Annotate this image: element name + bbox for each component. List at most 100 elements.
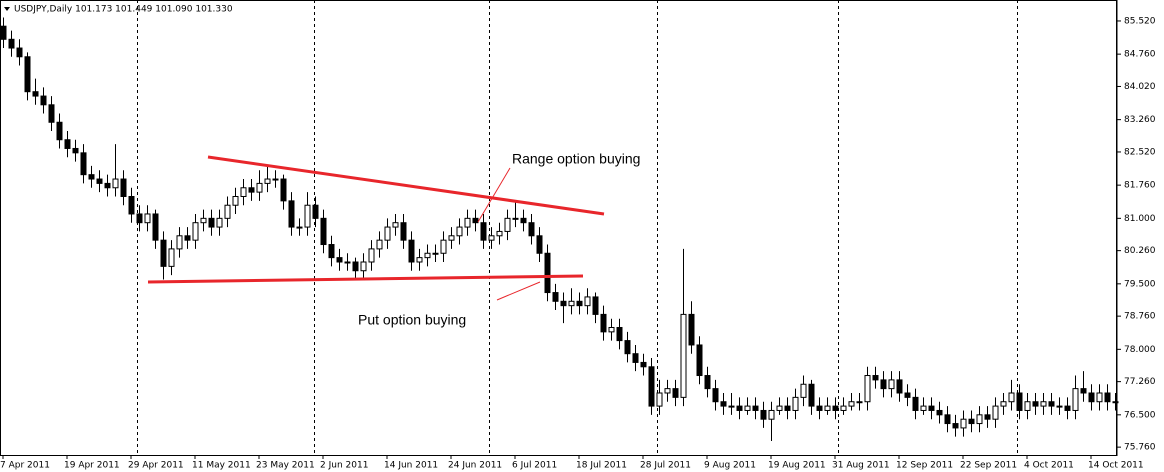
candle-body <box>296 226 303 229</box>
candle-body <box>344 261 351 264</box>
candle-body <box>1072 388 1079 411</box>
y-tick-label: 82.520 <box>1124 147 1156 157</box>
candle-body <box>528 222 535 237</box>
candle-body <box>608 326 615 333</box>
candle-body <box>584 296 591 307</box>
candle-body <box>1016 392 1023 411</box>
candle-body <box>920 405 927 411</box>
candle-body <box>1000 401 1007 407</box>
x-tick-label: 9 Aug 2011 <box>704 461 756 471</box>
y-tick-label: 78.760 <box>1124 312 1156 322</box>
candle-body <box>856 401 863 404</box>
candle-body <box>280 178 287 202</box>
candle-body <box>472 217 479 224</box>
candle-body <box>112 178 119 189</box>
candle-body <box>488 235 495 241</box>
candle-body <box>336 257 343 263</box>
candle-body <box>784 405 791 411</box>
candle-body <box>16 47 23 58</box>
candle-body <box>1080 388 1087 394</box>
candle-body <box>568 300 575 307</box>
candle-body <box>384 226 391 241</box>
candle-body <box>272 178 279 181</box>
candle-body <box>312 204 319 219</box>
candle-body <box>32 91 39 97</box>
candle-body <box>416 257 423 263</box>
candle-body <box>752 405 759 411</box>
candle-body <box>0 25 7 40</box>
candle-body <box>592 296 599 315</box>
candle-body <box>736 405 743 411</box>
candle-body <box>552 292 559 302</box>
candle-body <box>480 222 487 241</box>
candle-body <box>792 396 799 411</box>
candle-body <box>896 379 903 394</box>
candle-body <box>1032 401 1039 407</box>
candle-body <box>304 204 311 228</box>
candle-body <box>464 217 471 228</box>
candle-body <box>432 252 439 255</box>
candle-body <box>184 235 191 241</box>
y-tick-label: 84.020 <box>1124 82 1156 92</box>
y-tick-label: 85.520 <box>1124 16 1156 26</box>
candle-body <box>456 226 463 237</box>
candle-body <box>136 213 143 224</box>
candle-body <box>560 300 567 307</box>
y-tick-label: 81.760 <box>1124 181 1156 191</box>
candle-body <box>1008 392 1015 403</box>
x-tick-label: 18 Jul 2011 <box>576 461 627 471</box>
candle-body <box>1048 401 1055 407</box>
candle-body <box>248 187 255 193</box>
annotation: Range option buying <box>512 151 640 167</box>
candle-body <box>160 239 167 267</box>
y-tick-label: 77.260 <box>1124 377 1156 387</box>
x-tick-label: 7 Apr 2011 <box>0 461 50 471</box>
x-tick-label: 12 Sep 2011 <box>896 461 953 471</box>
candle-body <box>728 405 735 408</box>
candle-body <box>720 401 727 407</box>
candle-body <box>824 405 831 411</box>
x-tick-label: 24 Jun 2011 <box>448 461 502 471</box>
candle-body <box>200 217 207 224</box>
candles <box>0 17 1119 442</box>
candle-body <box>632 353 639 363</box>
y-tick-label: 75.760 <box>1124 443 1156 453</box>
candle-body <box>816 405 823 411</box>
candle-body <box>128 195 135 215</box>
x-tick-label: 4 Oct 2011 <box>1024 461 1074 471</box>
candle-body <box>504 217 511 232</box>
candle-body <box>64 139 71 149</box>
candle-body <box>288 200 295 228</box>
candle-body <box>360 261 367 272</box>
candle-body <box>808 383 815 407</box>
trendlines <box>147 155 605 301</box>
candle-body <box>1104 392 1111 403</box>
candle-body <box>776 405 783 411</box>
chart-header: USDJPY,Daily 101.173 101.449 101.090 101… <box>14 5 233 15</box>
candle-body <box>912 396 919 411</box>
candle-body <box>496 230 503 237</box>
candle-body <box>848 401 855 407</box>
candle-body <box>1024 401 1031 411</box>
candle-body <box>1056 405 1063 408</box>
candle-body <box>424 252 431 259</box>
candle-body <box>168 248 175 267</box>
candle-body <box>80 152 87 176</box>
x-tick-label: 19 Apr 2011 <box>64 461 120 471</box>
annotation-pointer <box>496 281 541 301</box>
candle-body <box>624 340 631 355</box>
plot-frame <box>0 0 1117 456</box>
x-tick-label: 22 Sep 2011 <box>960 461 1017 471</box>
candle-body <box>1040 401 1047 407</box>
candle-body <box>864 375 871 403</box>
candle-body <box>680 313 687 398</box>
candle-body <box>936 409 943 416</box>
candle-body <box>968 418 975 425</box>
candle-body <box>440 239 447 254</box>
candle-body <box>616 326 623 342</box>
candle-body <box>576 300 583 307</box>
candle-body <box>648 366 655 407</box>
y-tick-label: 81.000 <box>1124 214 1156 224</box>
support-line <box>147 274 584 284</box>
candle-body <box>256 182 263 193</box>
